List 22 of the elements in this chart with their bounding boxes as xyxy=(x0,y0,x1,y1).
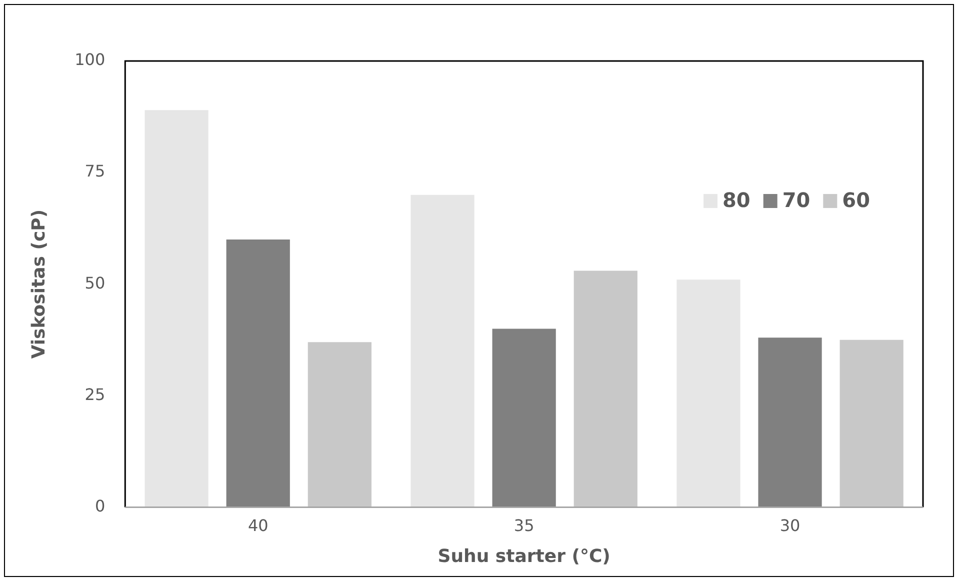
bar xyxy=(676,280,740,508)
bar xyxy=(144,110,208,508)
bar xyxy=(226,239,290,508)
x-axis-title: Suhu starter (°C) xyxy=(438,546,610,567)
bar xyxy=(410,194,474,508)
bar xyxy=(758,338,822,508)
bar xyxy=(574,270,638,508)
x-tick-label: 40 xyxy=(248,516,268,535)
y-tick-label: 25 xyxy=(84,384,106,404)
bar xyxy=(492,328,556,508)
y-axis-title: Viskositas (cP) xyxy=(28,209,50,359)
y-tick-label: 0 xyxy=(94,496,106,516)
legend-label: 70 xyxy=(782,188,810,212)
bar xyxy=(308,342,372,508)
legend-label: 80 xyxy=(722,188,750,212)
x-tick-label: 35 xyxy=(514,516,534,535)
y-tick-label: 50 xyxy=(84,273,106,292)
legend-label: 60 xyxy=(842,188,870,212)
y-tick-label: 100 xyxy=(74,50,106,70)
x-tick-label: 30 xyxy=(780,516,800,535)
y-tick-label: 75 xyxy=(84,162,106,181)
bar xyxy=(840,340,904,508)
